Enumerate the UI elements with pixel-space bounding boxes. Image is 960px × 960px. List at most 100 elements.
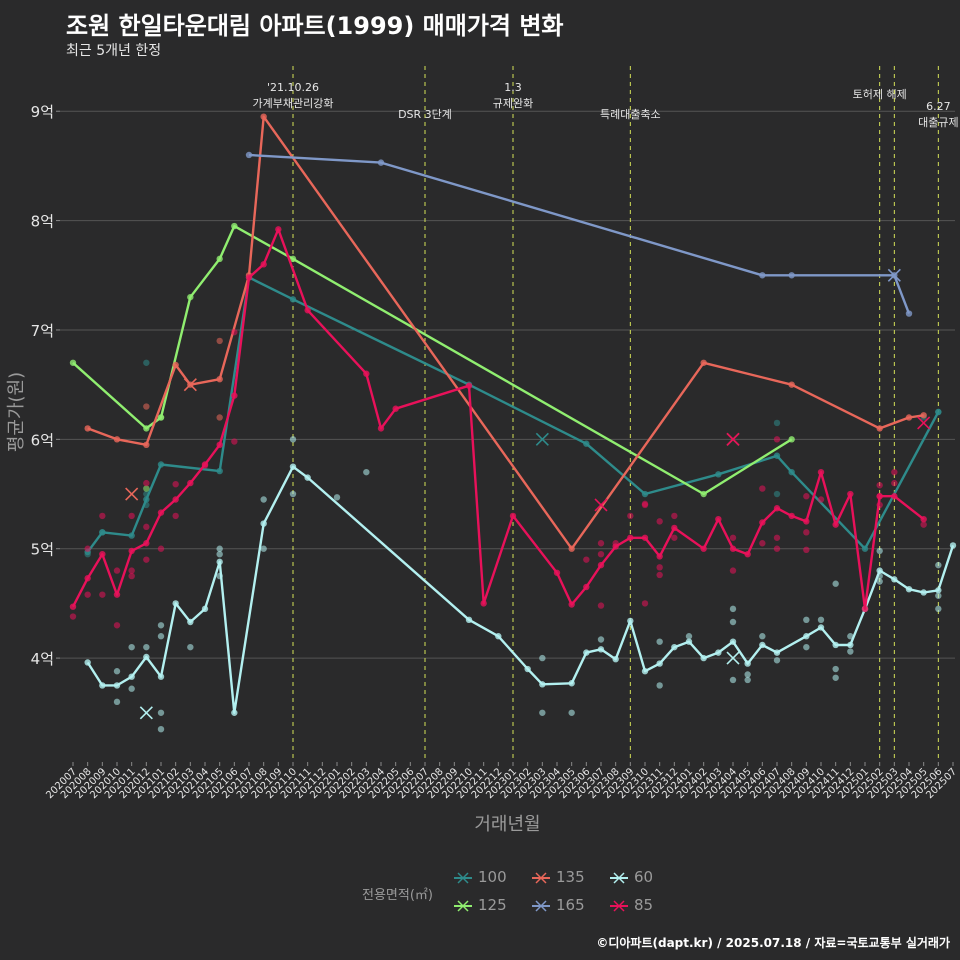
y-axis-title: 평균가(원) [6,372,27,452]
data-point [553,569,561,576]
data-point [524,665,531,673]
data-point [275,226,282,233]
data-point [568,680,575,687]
data-point [788,272,795,279]
data-point [84,425,91,432]
data-point [803,633,810,640]
data-point [143,540,150,547]
legend-label-85: 85 [634,896,654,914]
cancelled-mark [139,706,153,720]
y-tick-label: 6억 [31,431,54,449]
scatter-point [817,616,825,624]
y-tick-label: 4억 [31,650,54,668]
scatter-point [773,545,781,552]
scatter-point [803,493,810,500]
data-point [99,550,106,558]
data-point [157,414,165,421]
scatter-point [157,622,165,629]
data-point [260,113,267,120]
cancelled-mark [726,432,740,446]
series-line [87,115,924,550]
data-point [891,576,898,583]
cancelled-mark [125,487,139,501]
scatter-point [143,556,150,563]
data-point [671,524,678,532]
scatter-point [143,485,150,492]
scatter-point [128,572,135,580]
data-point [568,545,575,552]
data-point [700,359,707,366]
data-point [641,534,649,541]
scatter-point [157,633,165,640]
data-point [304,307,311,314]
y-tick-label: 5억 [31,541,54,559]
series-60 [84,436,957,733]
data-point [113,682,121,689]
data-point [216,375,223,383]
scatter-point [935,592,942,599]
data-point [231,392,238,399]
data-point [729,638,737,645]
data-point [597,561,605,569]
data-point [216,558,223,566]
cancelled-mark [726,651,740,665]
data-point [245,274,253,281]
scatter-point [216,414,223,421]
legend-key-60-icon [610,871,628,884]
event-label: DSR 3단계 [398,108,452,121]
scatter-point [568,709,575,716]
scatter-point [773,490,781,498]
scatter-point [597,602,605,609]
scatter-point [157,725,165,733]
data-point [84,659,91,666]
data-point [847,641,854,649]
data-point [612,543,619,550]
data-point [876,425,883,432]
scatter-point [260,545,267,552]
legend-title: 전용면적(㎡) [362,888,433,903]
scatter-point [656,564,663,571]
legend-key-135-icon [532,871,550,884]
data-point [495,633,502,640]
legend-key-125-icon [454,899,472,912]
scatter-point [143,359,150,366]
data-point [949,542,957,549]
legend-label-165: 165 [556,896,585,914]
scatter-point [876,547,883,555]
event-label: 특례대출축소 [600,108,661,121]
event-label: '21.10.26 [267,81,319,94]
data-point [377,425,385,432]
data-point [832,521,839,528]
data-point [788,512,795,520]
data-point [260,261,267,268]
scatter-point [759,540,766,547]
data-point [597,646,605,653]
data-point [69,359,77,366]
data-point [773,452,781,459]
data-point [113,591,121,598]
scatter-point [803,529,810,536]
scatter-point [759,633,766,640]
data-point [245,151,253,159]
event-label: 대출규제 [918,116,958,129]
data-point [99,682,106,689]
data-point [187,479,194,487]
data-point [656,553,663,560]
chart-title: 조원 한일타운대림 아파트(1999) 매매가격 변화 [66,12,564,40]
legend-item-165: 165 [532,896,585,915]
legend-label-100: 100 [478,868,507,886]
scatter-point [803,546,810,554]
scatter-point [847,648,854,655]
legend-item-135: 135 [532,868,585,887]
scatter-point [216,545,223,552]
data-point [744,550,751,558]
scatter-point [656,518,663,525]
data-point [627,534,634,541]
scatter-point [803,616,810,624]
scatter-point [876,578,883,585]
scatter-point [128,685,135,692]
scatter-point [583,556,590,563]
series-125 [69,222,795,498]
x-axis-title: 거래년월 [474,814,540,835]
data-point [715,471,722,478]
